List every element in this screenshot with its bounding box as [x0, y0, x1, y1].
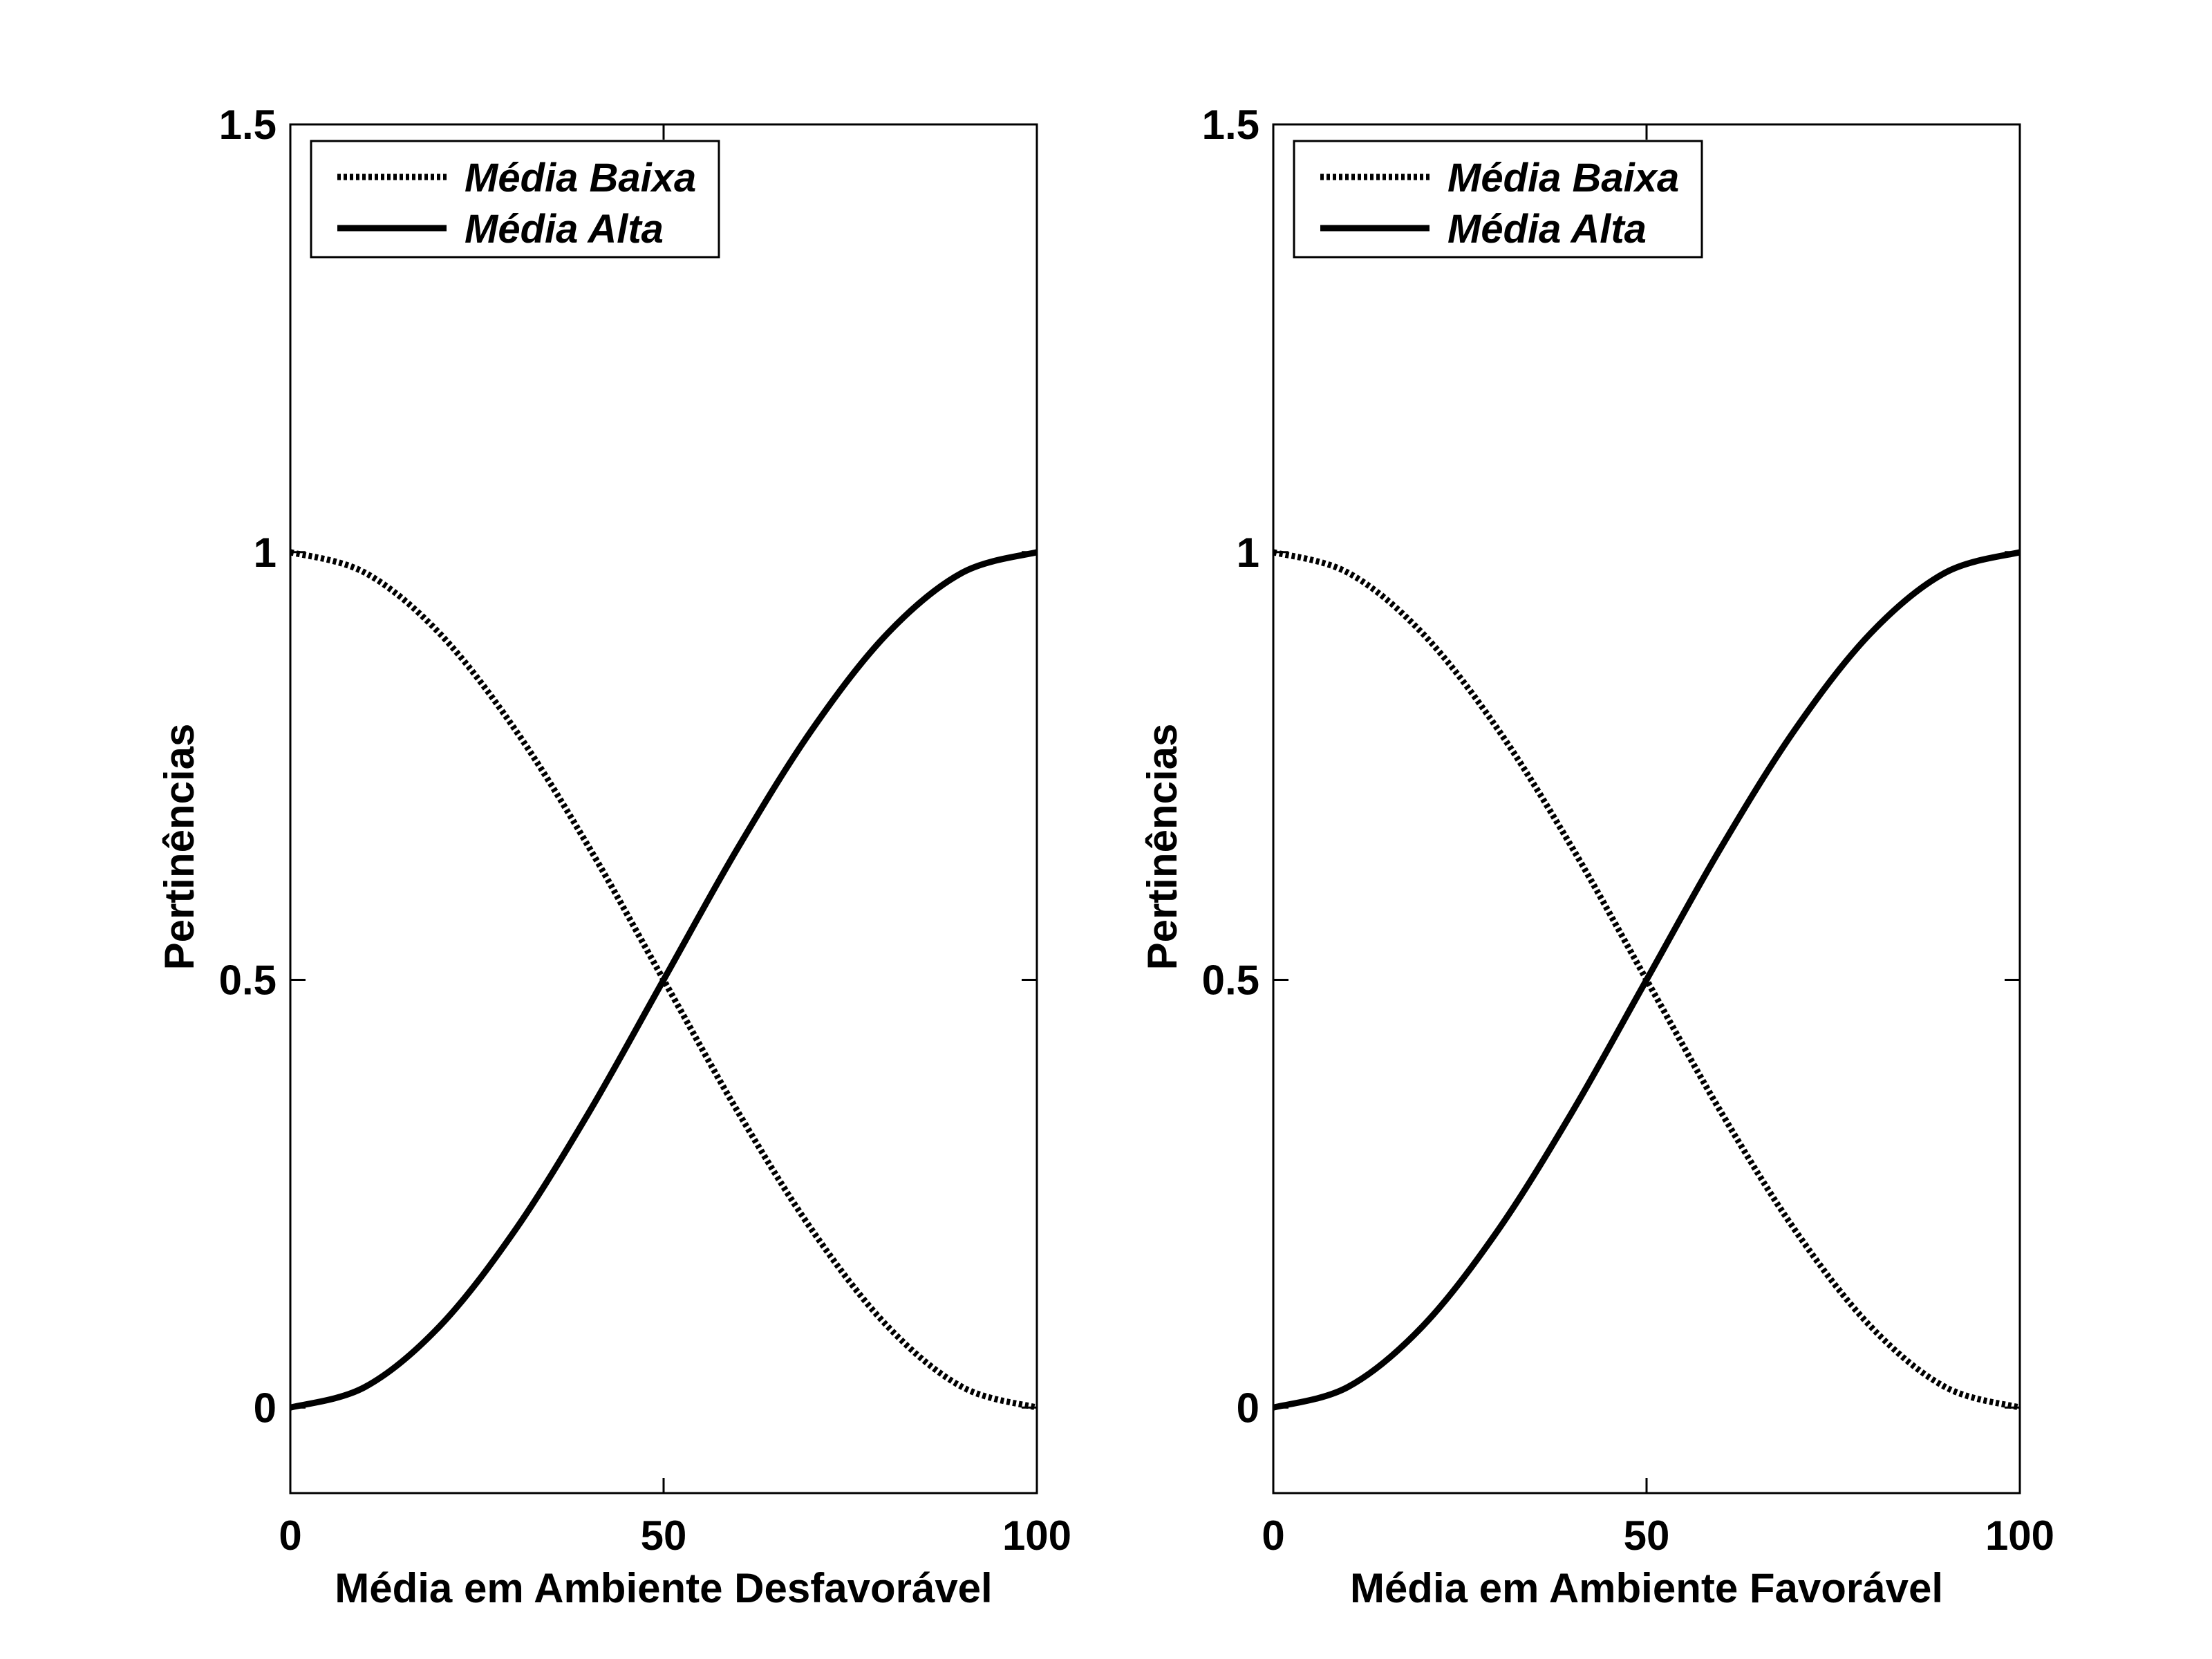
x-tick-label: 50: [1624, 1512, 1670, 1559]
y-axis-label: Pertinências: [156, 724, 203, 971]
series-line-media-alta: [289, 549, 1038, 1411]
x-axis-label: Média em Ambiente Favorável: [1350, 1565, 1943, 1611]
series-line-media-alta: [1272, 549, 2021, 1411]
x-tick-label: 100: [1002, 1512, 1071, 1559]
y-tick-label: 1.5: [1202, 102, 1259, 148]
chart-panel-1: 0 50 100 0 0.5 1 1.5 Média em Ambiente Desfavor…: [156, 102, 1071, 1611]
y-tick-label: 1: [254, 529, 276, 576]
chart-panel-2: 0 50 100 0 0.5 1 1.5 Média em Ambiente Favoráve…: [1139, 102, 2054, 1611]
legend-label: Média Baixa: [465, 156, 696, 200]
legend-label: Média Alta: [1447, 207, 1647, 252]
legend: Média Baixa Média Alta: [1293, 140, 1703, 259]
x-tick-label: 100: [1985, 1512, 2054, 1559]
y-tick-label: 0.5: [219, 957, 276, 1004]
y-tick-label: 0: [1237, 1385, 1259, 1431]
y-tick-label: 1: [1237, 529, 1259, 576]
legend: Média Baixa Média Alta: [310, 140, 720, 259]
x-tick-label: 0: [1262, 1512, 1284, 1559]
legend-box: [1293, 140, 1703, 259]
y-axis-label: Pertinências: [1139, 724, 1185, 971]
legend-label: Média Baixa: [1447, 156, 1679, 200]
legend-box: [310, 140, 720, 259]
y-tick-label: 0.5: [1202, 957, 1259, 1004]
legend-label: Média Alta: [465, 207, 664, 252]
x-axis-label: Média em Ambiente Desfavorável: [335, 1565, 992, 1611]
y-tick-label: 1.5: [219, 102, 276, 148]
x-tick-label: 0: [279, 1512, 301, 1559]
y-tick-label: 0: [254, 1385, 276, 1431]
x-tick-label: 50: [641, 1512, 687, 1559]
